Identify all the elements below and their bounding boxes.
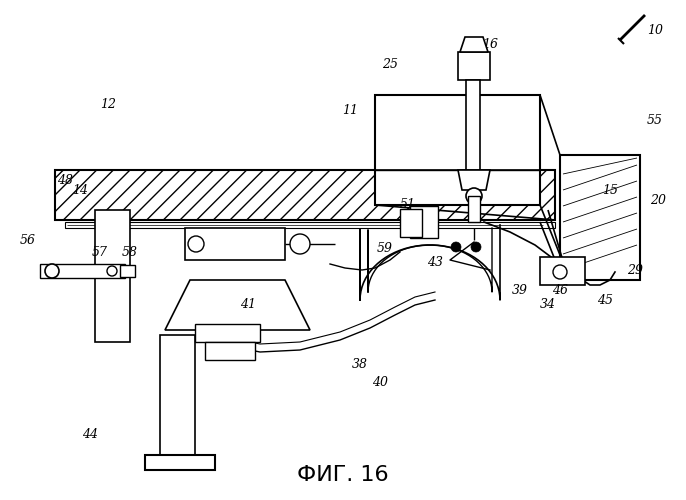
Text: 29: 29 [627,264,643,276]
Text: 12: 12 [100,98,116,112]
Bar [95,210,130,342]
Text: 40: 40 [372,376,388,388]
Text: 11: 11 [342,104,358,117]
Bar [65,222,555,228]
Text: 58: 58 [122,246,138,258]
Circle shape [290,234,310,254]
Bar [410,206,438,238]
Bar [466,80,480,170]
Text: 20: 20 [650,194,666,206]
Text: 49: 49 [240,248,256,262]
Circle shape [451,242,461,252]
Polygon shape [165,280,310,330]
Bar [375,95,540,205]
Circle shape [188,236,204,252]
Bar [560,155,640,280]
Bar [145,455,215,470]
Text: 14: 14 [72,184,88,196]
Text: 25: 25 [382,58,398,71]
Text: 51: 51 [400,198,416,211]
Circle shape [45,264,59,278]
Circle shape [466,188,482,204]
Bar [205,342,255,360]
Bar [540,257,585,285]
Text: 15: 15 [602,184,618,196]
Circle shape [471,242,481,252]
Bar [40,264,125,278]
Text: 38: 38 [352,358,368,372]
Bar [195,324,260,342]
Bar [160,335,195,460]
Bar [185,228,285,260]
Bar [458,52,490,80]
Circle shape [107,266,117,276]
Text: 39: 39 [512,284,528,296]
Bar [120,265,135,277]
Text: 48: 48 [57,174,73,186]
Circle shape [553,265,567,279]
Text: 10: 10 [647,24,663,36]
Text: 43: 43 [427,256,443,270]
Bar [400,209,422,237]
Text: 55: 55 [647,114,663,126]
Text: 41: 41 [240,298,256,312]
Text: 57: 57 [92,246,108,258]
Text: 45: 45 [597,294,613,306]
Text: 34: 34 [540,298,556,312]
Text: 16: 16 [482,38,498,52]
Text: 56: 56 [20,234,36,246]
Text: 59: 59 [377,242,393,254]
Text: ФИГ. 16: ФИГ. 16 [297,465,389,485]
Polygon shape [458,170,490,190]
Polygon shape [460,37,488,52]
Bar [468,196,480,222]
Text: 44: 44 [82,428,98,442]
Bar [55,170,555,220]
Text: 46: 46 [552,284,568,296]
